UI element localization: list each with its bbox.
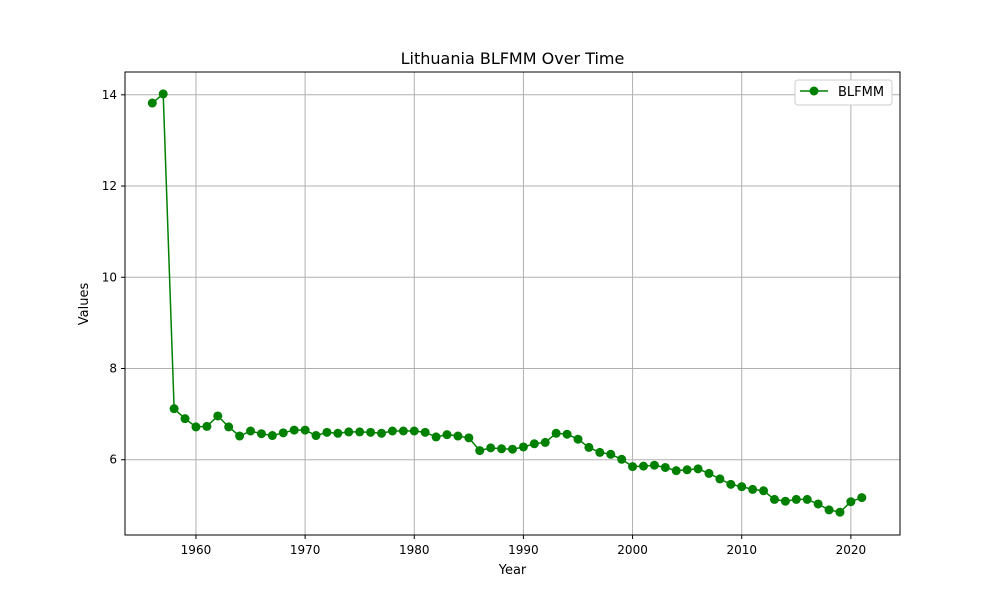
data-point <box>824 505 834 515</box>
data-point <box>267 431 277 441</box>
data-point <box>278 428 288 438</box>
data-point <box>202 421 212 431</box>
data-point <box>726 479 736 489</box>
data-point <box>551 428 561 438</box>
data-point <box>169 404 179 414</box>
data-point <box>813 499 823 509</box>
data-point <box>300 425 310 435</box>
x-tick-label: 1980 <box>399 543 430 557</box>
data-point <box>497 444 507 454</box>
y-tick-label: 10 <box>102 270 117 284</box>
data-point <box>377 428 387 438</box>
data-point <box>671 466 681 476</box>
data-point <box>311 431 321 441</box>
x-tick-label: 1990 <box>508 543 539 557</box>
data-point <box>398 426 408 436</box>
data-point <box>704 468 714 478</box>
data-point <box>235 431 245 441</box>
data-point <box>715 474 725 484</box>
y-axis-label: Values <box>77 283 92 326</box>
data-point <box>246 426 256 436</box>
plot-frame <box>124 71 901 536</box>
legend-marker <box>809 86 819 96</box>
x-tick-label: 1960 <box>181 543 212 557</box>
data-point <box>180 414 190 424</box>
data-point <box>802 494 812 504</box>
data-point <box>584 442 594 452</box>
data-point <box>846 497 856 507</box>
data-point <box>464 433 474 443</box>
data-point <box>475 446 485 456</box>
legend: BLFMM <box>794 79 893 106</box>
data-point <box>409 426 419 436</box>
data-point <box>628 462 638 472</box>
data-point <box>693 464 703 474</box>
data-point <box>682 465 692 475</box>
x-axis-label: Year <box>498 563 527 578</box>
legend-box <box>794 79 893 106</box>
data-point <box>562 429 572 439</box>
data-point <box>791 494 801 504</box>
data-point <box>256 429 266 439</box>
data-point <box>540 437 550 447</box>
x-tick-label: 2010 <box>726 543 757 557</box>
data-point <box>857 493 867 503</box>
x-tick-label: 1970 <box>290 543 321 557</box>
y-axis-ticks: 6 8 10 12 14 <box>102 88 125 467</box>
data-point <box>595 447 605 457</box>
data-point <box>649 460 659 470</box>
x-tick-label: 2020 <box>836 543 867 557</box>
data-point <box>289 425 299 435</box>
chart-title: Lithuania BLFMM Over Time <box>401 49 625 68</box>
data-point <box>769 494 779 504</box>
data-point <box>224 422 234 432</box>
data-point <box>431 432 441 442</box>
data-point <box>606 449 616 459</box>
data-point <box>638 461 648 471</box>
data-point <box>518 442 528 452</box>
data-point <box>759 486 769 496</box>
series-layer <box>147 89 867 517</box>
data-point <box>355 427 365 437</box>
data-point <box>191 422 201 432</box>
data-point <box>617 454 627 464</box>
data-point <box>748 484 758 494</box>
data-point <box>453 431 463 441</box>
data-point <box>322 427 332 437</box>
data-point <box>835 507 845 517</box>
x-tick-label: 2000 <box>617 543 648 557</box>
data-point <box>420 427 430 437</box>
data-point <box>442 430 452 440</box>
grid-lines <box>125 72 900 535</box>
x-axis-ticks: 1960 1970 1980 1990 2000 2010 2020 <box>181 535 866 557</box>
data-point <box>660 462 670 472</box>
data-point <box>147 98 157 108</box>
data-point <box>387 426 397 436</box>
data-point <box>158 89 168 99</box>
y-tick-label: 14 <box>102 88 117 102</box>
data-point <box>573 434 583 444</box>
y-tick-label: 8 <box>109 362 117 376</box>
data-point <box>213 411 223 421</box>
legend-label: BLFMM <box>838 85 884 100</box>
data-point <box>737 482 747 492</box>
data-point <box>333 428 343 438</box>
y-tick-label: 6 <box>109 453 117 467</box>
data-point <box>529 439 539 449</box>
data-point <box>508 444 517 454</box>
data-point <box>366 427 376 437</box>
data-point <box>780 496 790 506</box>
data-point <box>344 427 354 437</box>
y-tick-label: 12 <box>102 179 117 193</box>
data-point <box>486 443 496 453</box>
